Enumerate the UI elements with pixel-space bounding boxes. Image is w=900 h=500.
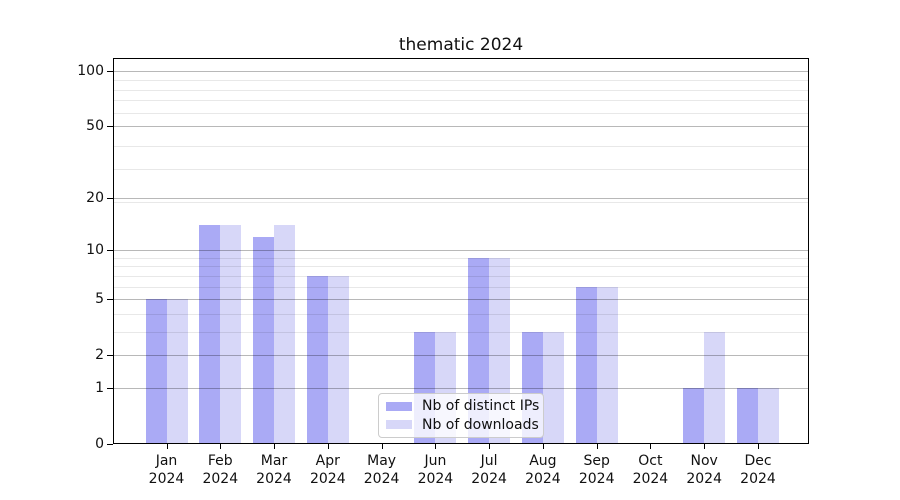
gridline-major [114,126,808,128]
x-tick-label-may: May 2024 [363,453,400,487]
y-tick-mark [107,250,113,252]
y-tick-mark [107,70,113,72]
x-tick-mark [381,444,383,449]
legend-label-distinct-ips: Nb of distinct IPs [422,398,540,415]
y-tick-mark [107,126,113,128]
gridline-minor [114,169,808,170]
x-tick-mark [327,444,329,449]
bar-downloads-apr [327,275,349,444]
x-tick-label-mar: Mar 2024 [256,453,292,487]
gridline-major [114,70,808,72]
gridline-minor [114,80,808,82]
x-tick-label-jun: Jun 2024 [417,453,454,487]
x-tick-label-apr: Apr 2024 [309,453,346,487]
gridline-major [114,387,808,389]
y-tick-mark [107,299,113,301]
x-tick-label-jan: Jan 2024 [148,453,185,487]
bar-downloads-aug [542,331,564,444]
bar-distinct-ips-dec [736,387,758,444]
x-tick-label-aug: Aug 2024 [525,453,561,487]
y-tick-mark [107,355,113,357]
gridline-major [114,250,808,252]
gridline-major [114,299,808,301]
gridline-minor [114,100,808,102]
y-tick-label: 20 [86,189,104,206]
gridline-minor [114,313,808,315]
bar-distinct-ips-apr [306,275,328,444]
y-tick-label: 0 [95,436,104,452]
bar-downloads-jan [166,299,188,444]
bar-distinct-ips-jan [145,299,167,444]
x-tick-mark [489,444,491,449]
gridline-major [114,197,808,199]
legend: Nb of distinct IPs Nb of downloads [378,393,544,438]
chart-title: thematic 2024 [398,35,524,55]
x-tick-label-oct: Oct 2024 [632,453,669,487]
gridline-minor [114,331,808,333]
y-tick-mark [107,197,113,199]
bar-distinct-ips-nov [683,387,705,444]
gridline-minor [114,286,808,288]
legend-item-distinct-ips: Nb of distinct IPs [386,398,540,415]
x-tick-mark [596,444,598,449]
bar-downloads-sep [596,286,618,444]
bar-downloads-nov [704,331,726,444]
legend-item-downloads: Nb of downloads [386,416,539,433]
bar-distinct-ips-feb [199,225,221,444]
gridline-minor [114,275,808,277]
gridline-minor [114,145,808,147]
gridline-minor [114,266,808,268]
x-tick-label-feb: Feb 2024 [202,453,239,487]
gridline-major [114,355,808,357]
x-tick-mark [704,444,706,449]
y-tick-label: 5 [95,291,104,308]
y-tick-mark [107,387,113,389]
y-tick-label: 1 [95,379,104,396]
gridline-minor [114,201,808,203]
bar-downloads-mar [274,225,296,444]
bar-downloads-feb [220,225,242,444]
legend-swatch-distinct-ips [386,401,412,411]
bar-distinct-ips-sep [575,286,597,444]
legend-label-downloads: Nb of downloads [422,416,539,433]
y-tick-label: 10 [86,242,104,259]
y-tick-label: 2 [95,347,104,364]
x-tick-mark [758,444,759,449]
x-tick-label-dec: Dec 2024 [740,453,776,487]
x-tick-label-nov: Nov 2024 [686,453,722,487]
legend-swatch-downloads [386,420,412,430]
gridline-minor [114,112,808,114]
x-tick-mark [274,444,275,449]
x-tick-label-jul: Jul 2024 [471,453,507,487]
x-tick-mark [435,444,437,449]
x-tick-mark [542,444,544,449]
y-tick-label: 50 [86,118,104,135]
gridline-minor [114,89,808,91]
x-tick-label-sep: Sep 2024 [578,453,615,487]
bar-distinct-ips-mar [253,236,275,444]
y-tick-label: 100 [77,62,104,79]
y-tick-mark [107,444,113,445]
x-tick-mark [220,444,222,449]
bar-downloads-dec [757,387,779,444]
x-tick-mark [166,444,168,449]
gridline-minor [114,257,808,259]
x-tick-mark [650,444,652,449]
